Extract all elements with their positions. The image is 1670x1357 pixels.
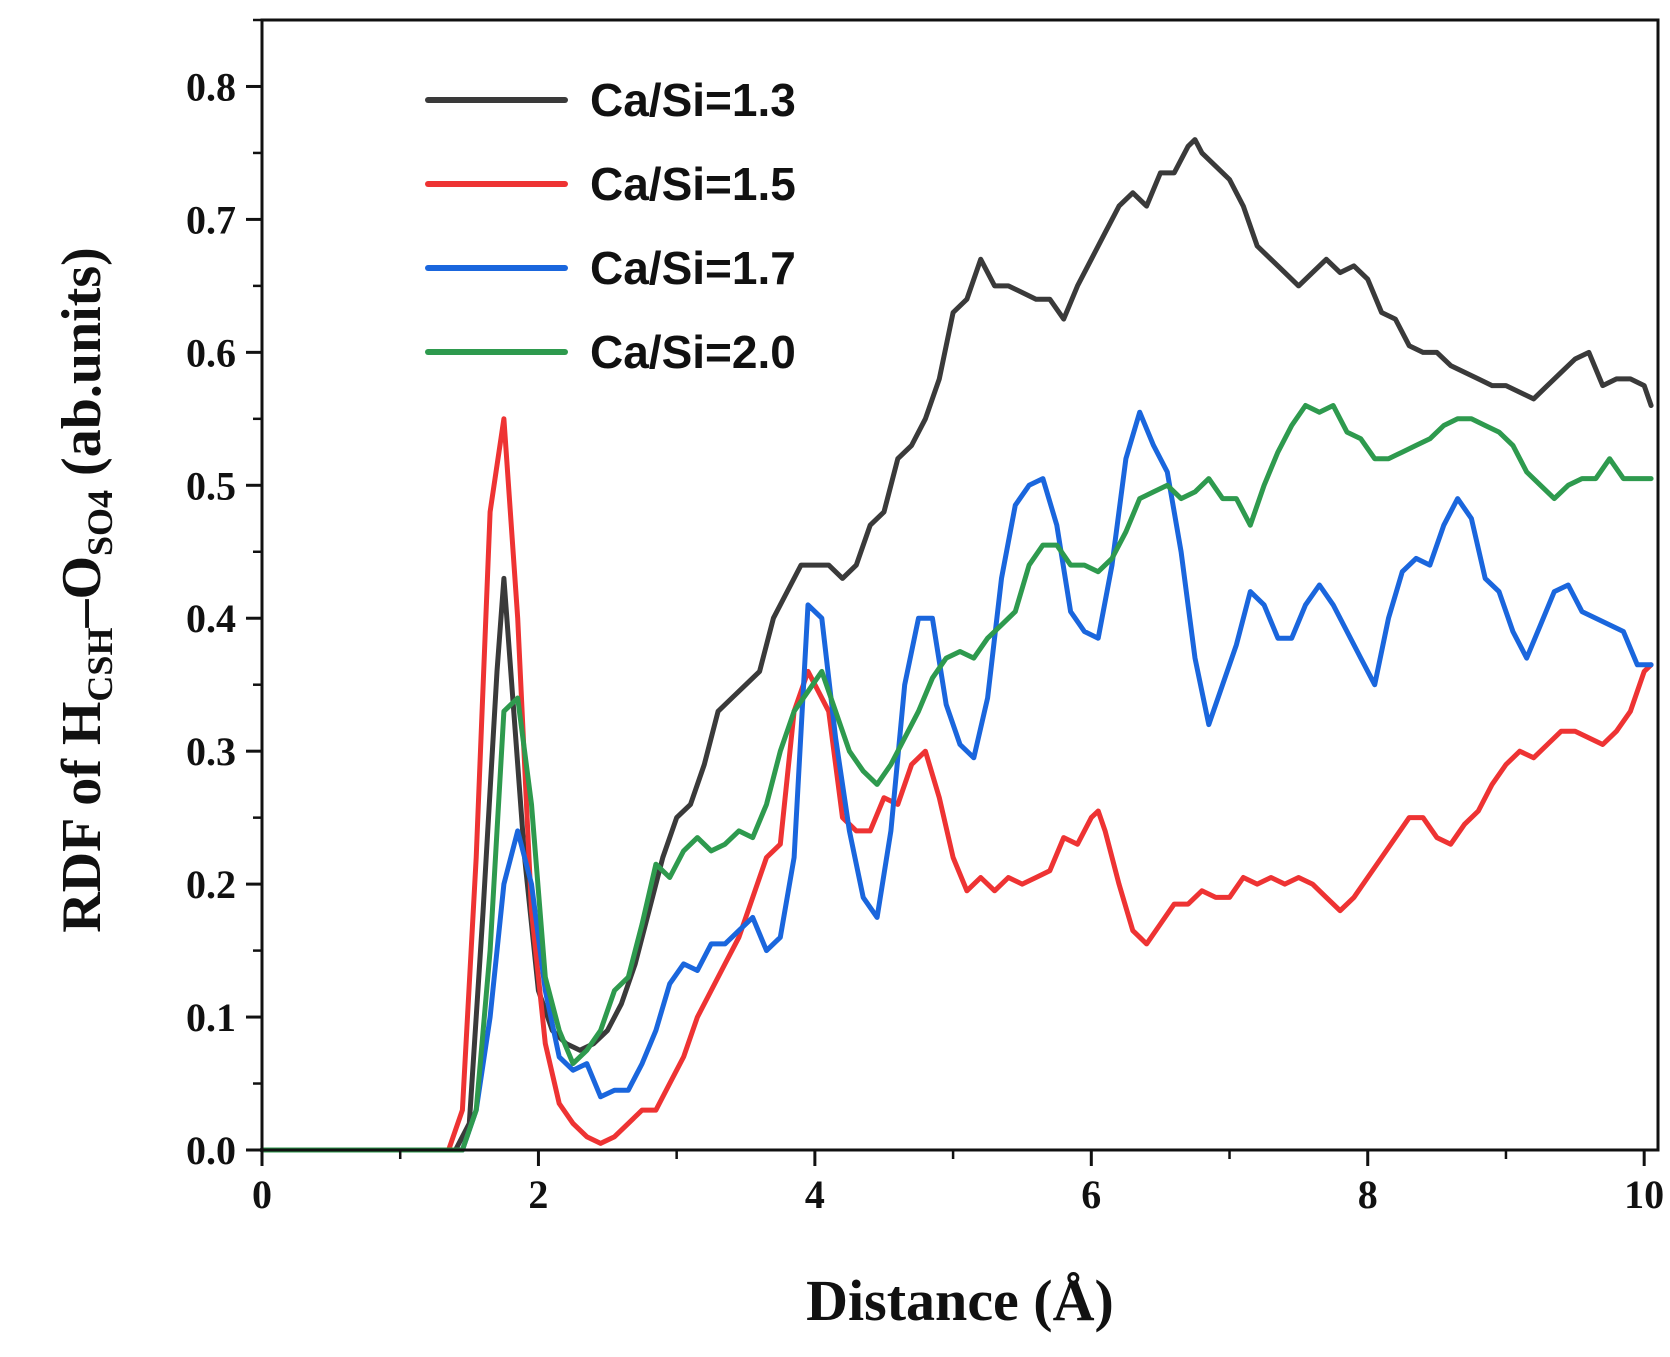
y-tick-label: 0.8	[186, 64, 236, 109]
x-tick-label: 2	[528, 1172, 548, 1217]
x-tick-label: 4	[805, 1172, 825, 1217]
y-tick-label: 0.5	[186, 463, 236, 508]
x-tick-label: 0	[252, 1172, 272, 1217]
series-line-3	[259, 409, 1654, 1153]
y-axis-title-prefix: RDF of H	[51, 702, 113, 933]
y-axis-title-sub2: SO4	[80, 490, 120, 556]
y-tick-label: 0.4	[186, 596, 236, 641]
series-line-2	[259, 416, 1654, 1153]
legend-label: Ca/Si=1.5	[590, 158, 796, 210]
y-axis-title-mid: –O	[51, 556, 113, 629]
x-tick-label: 8	[1358, 1172, 1378, 1217]
x-tick-label: 6	[1081, 1172, 1101, 1217]
legend-label: Ca/Si=2.0	[590, 326, 796, 378]
y-axis-title: RDF of HCSH–OSO4 (ab.units)	[51, 247, 120, 933]
y-tick-label: 0.6	[186, 330, 236, 375]
legend: Ca/Si=1.3 Ca/Si=1.5 Ca/Si=1.7 Ca/Si=2.0	[425, 74, 796, 378]
plot-frame	[260, 18, 1660, 1152]
series-layer	[259, 137, 1654, 1153]
tick-layer: 0 2 4 6 8 10 0.0 0.1 0.2 0.3 0.4 0.5 0.6 0.7 0.8	[186, 18, 1664, 1217]
series-line-4	[259, 403, 1654, 1153]
y-tick-label: 0.7	[186, 197, 236, 242]
y-tick-label: 0.2	[186, 862, 236, 907]
y-axis-title-suffix: (ab.units)	[51, 247, 113, 490]
y-tick-label: 0.0	[186, 1128, 236, 1173]
x-tick-label: 10	[1624, 1172, 1664, 1217]
x-axis-title: Distance (Å)	[806, 1268, 1114, 1333]
series-line-1	[259, 137, 1654, 1153]
y-axis-title-sub1: CSH	[80, 628, 120, 702]
legend-label: Ca/Si=1.3	[590, 74, 796, 126]
y-tick-label: 0.3	[186, 729, 236, 774]
legend-label: Ca/Si=1.7	[590, 242, 796, 294]
y-tick-label: 0.1	[186, 995, 236, 1040]
